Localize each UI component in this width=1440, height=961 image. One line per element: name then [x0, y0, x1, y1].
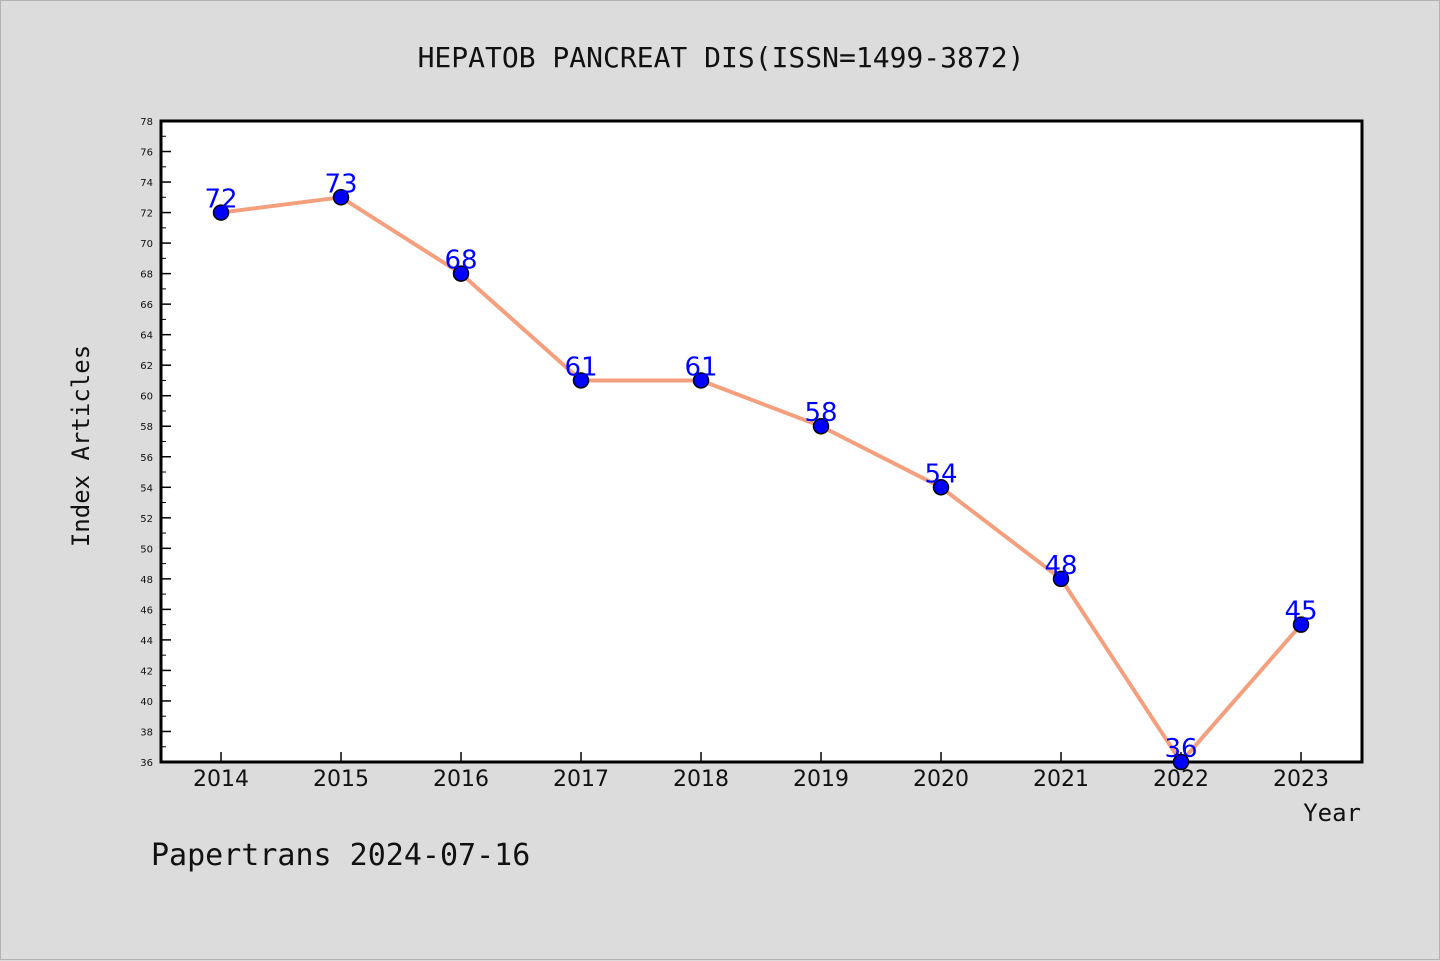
- y-tick-label: 38: [140, 727, 153, 738]
- data-point: [1292, 616, 1310, 633]
- y-tick-label: 44: [140, 636, 153, 647]
- y-tick-label: 58: [140, 422, 153, 433]
- data-label: 61: [564, 352, 597, 382]
- data-point: [572, 372, 590, 389]
- x-axis: 2014 2015 2016 2017 2018 2019 2020 2021 2022 2023: [193, 752, 1329, 792]
- data-point: [212, 204, 230, 221]
- y-tick-label: 78: [140, 117, 153, 128]
- y-tick-label: 74: [140, 178, 153, 189]
- y-tick-label: 70: [140, 239, 153, 250]
- y-tick-label: 40: [140, 697, 153, 708]
- data-label: 73: [324, 169, 357, 199]
- y-tick-label: 42: [140, 666, 153, 677]
- y-tick-label: 56: [140, 453, 153, 464]
- x-tick-label: 2022: [1153, 767, 1209, 792]
- y-tick-label: 48: [140, 575, 153, 586]
- y-tick-label: 68: [140, 270, 153, 281]
- x-tick-label: 2017: [553, 767, 609, 792]
- y-tick-label: 54: [140, 483, 153, 494]
- plot-area: [159, 119, 1364, 764]
- data-label: 68: [444, 246, 477, 276]
- x-tick-label: 2016: [433, 767, 489, 792]
- data-point: [932, 479, 950, 496]
- y-tick-label: 72: [140, 209, 153, 220]
- x-tick-label: 2020: [913, 767, 969, 792]
- y-tick-label: 64: [140, 331, 153, 342]
- data-point: [332, 189, 350, 206]
- y-tick-label: 76: [140, 148, 153, 159]
- data-point: [692, 372, 710, 389]
- x-tick-label: 2019: [793, 767, 849, 792]
- y-tick-label: 36: [140, 758, 153, 769]
- data-point: [1172, 753, 1190, 771]
- data-labels: 72 73 68 61 61 58 54 48 36 45: [204, 169, 1317, 764]
- data-label: 48: [1044, 551, 1077, 581]
- y-axis: 36 38 40 42 44 46 48 50 52 54 56 58 60 62 64 66 68 70 72 74…: [140, 117, 171, 769]
- data-label: 45: [1284, 597, 1317, 627]
- y-tick-label: 52: [140, 514, 153, 525]
- data-label: 72: [204, 185, 237, 215]
- y-axis-title: Index Articles: [67, 345, 95, 547]
- data-points: [212, 189, 1310, 771]
- x-tick-label: 2014: [193, 767, 249, 792]
- y-tick-label: 46: [140, 605, 153, 616]
- footer-caption: Papertrans 2024-07-16: [151, 838, 530, 873]
- x-tick-label: 2018: [673, 767, 729, 792]
- data-label: 54: [924, 459, 957, 489]
- y-tick-label: 60: [140, 392, 153, 403]
- data-label: 61: [684, 352, 717, 382]
- y-tick-label: 62: [140, 361, 153, 372]
- data-label: 58: [804, 398, 837, 428]
- data-point: [452, 265, 470, 282]
- x-tick-label: 2015: [313, 767, 369, 792]
- chart-title: HEPATOB PANCREAT DIS(ISSN=1499-3872): [418, 41, 1025, 74]
- x-tick-label: 2021: [1033, 767, 1089, 792]
- data-point: [812, 417, 830, 435]
- data-label: 36: [1164, 734, 1197, 764]
- series-line: [220, 195, 1303, 764]
- y-tick-label: 66: [140, 300, 153, 311]
- x-tick-label: 2023: [1273, 767, 1329, 792]
- y-tick-label: 50: [140, 544, 153, 555]
- series-line-group: [220, 195, 1303, 764]
- x-axis-title: Year: [1303, 799, 1361, 827]
- data-point: [1052, 570, 1070, 588]
